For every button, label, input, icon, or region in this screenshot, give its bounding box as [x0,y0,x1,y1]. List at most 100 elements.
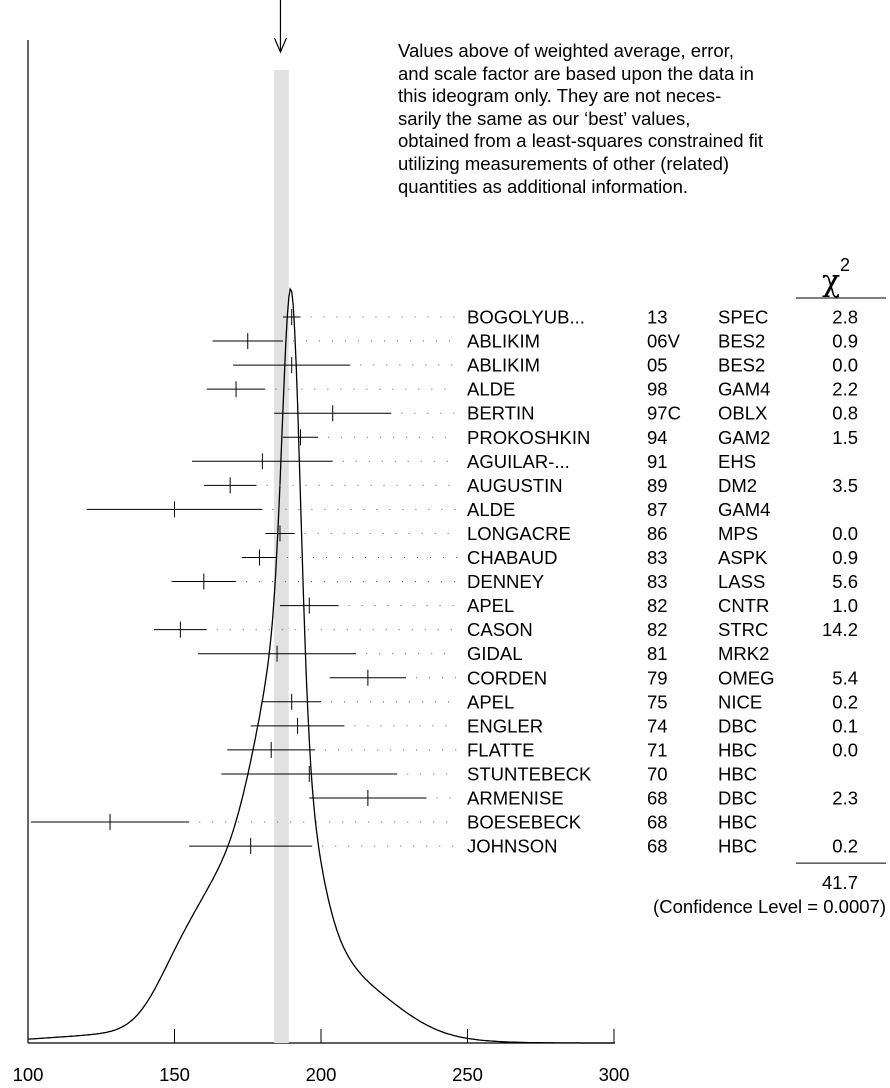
chi2-value: 1.0 [832,595,858,616]
technique-label: CNTR [718,595,769,616]
technique-label: ASPK [718,547,768,568]
x-tick-label: 150 [159,1064,190,1085]
chi2-value: 14.2 [822,619,858,640]
year-label: 94 [647,427,668,448]
x-tick-label: 300 [599,1064,630,1085]
author-label: APEL [467,691,514,712]
author-label: ARMENISE [467,788,564,809]
technique-label: DM2 [718,475,757,496]
confidence-level: (Confidence Level = 0.0007) [653,896,886,917]
year-label: 86 [647,523,668,544]
technique-label: OMEG [718,667,775,688]
technique-label: DBC [718,715,757,736]
technique-label: HBC [718,739,757,760]
year-label: 05 [647,355,668,376]
technique-label: GAM4 [718,379,770,400]
author-label: LONGACRE [467,523,571,544]
author-label: ALDE [467,499,515,520]
explanatory-note: Values above of weighted average, error,… [398,40,764,197]
author-label: AGUILAR-... [467,451,570,472]
x-tick-label: 100 [13,1064,44,1085]
weighted-average-band [274,70,289,1043]
technique-label: BES2 [718,355,765,376]
author-label: ALDE [467,379,515,400]
year-label: 87 [647,499,668,520]
year-label: 97C [647,403,681,424]
chi2-value: 0.9 [832,331,858,352]
chi2-value: 2.2 [832,379,858,400]
x-tick-label: 200 [306,1064,337,1085]
technique-label: OBLX [718,403,767,424]
author-label: CHABAUD [467,547,557,568]
technique-label: BES2 [718,331,765,352]
chi2-value: 0.0 [832,739,858,760]
year-label: 06V [647,331,681,352]
author-label: BERTIN [467,403,535,424]
author-label: BOESEBECK [467,812,582,833]
year-label: 83 [647,547,668,568]
author-label: ABLIKIM [467,331,540,352]
year-label: 74 [647,715,668,736]
technique-label: HBC [718,836,757,857]
year-label: 71 [647,739,668,760]
chi2-header: χ [822,264,840,299]
year-label: 81 [647,643,668,664]
author-label: STUNTEBECK [467,763,592,784]
year-label: 89 [647,475,668,496]
year-label: 83 [647,571,668,592]
technique-label: MRK2 [718,643,769,664]
year-label: 70 [647,763,668,784]
technique-label: LASS [718,571,765,592]
author-label: CORDEN [467,667,547,688]
technique-label: HBC [718,812,757,833]
author-label: GIDAL [467,643,523,664]
chi2-value: 0.2 [832,836,858,857]
year-label: 98 [647,379,668,400]
year-label: 82 [647,595,668,616]
year-label: 13 [647,307,668,328]
author-label: JOHNSON [467,836,557,857]
technique-label: GAM2 [718,427,770,448]
chi2-value: 5.4 [832,667,858,688]
chi2-value: 0.8 [832,403,858,424]
technique-label: EHS [718,451,756,472]
author-label: PROKOSHKIN [467,427,590,448]
chi2-value: 5.6 [832,571,858,592]
chi2-value: 0.0 [832,523,858,544]
technique-label: GAM4 [718,499,770,520]
technique-label: SPEC [718,307,768,328]
technique-label: DBC [718,788,757,809]
year-label: 91 [647,451,668,472]
author-label: ABLIKIM [467,355,540,376]
year-label: 75 [647,691,668,712]
author-label: CASON [467,619,533,640]
author-label: BOGOLYUB... [467,307,585,328]
chi2-value: 0.9 [832,547,858,568]
year-label: 68 [647,788,668,809]
year-label: 68 [647,836,668,857]
chi2-total: 41.7 [822,872,858,893]
ideogram-curve [27,287,614,1044]
technique-label: NICE [718,691,762,712]
year-label: 82 [647,619,668,640]
x-tick-label: 250 [452,1064,483,1085]
author-label: APEL [467,595,514,616]
chi2-value: 1.5 [832,427,858,448]
author-label: DENNEY [467,571,544,592]
chi2-header-exponent: 2 [840,255,850,275]
technique-label: HBC [718,763,757,784]
technique-label: MPS [718,523,758,544]
average-arrow-head [273,37,287,54]
chi2-value: 2.3 [832,788,858,809]
author-label: AUGUSTIN [467,475,563,496]
chi2-value: 2.8 [832,307,858,328]
year-label: 68 [647,812,668,833]
chi2-value: 0.0 [832,355,858,376]
chi2-value: 0.2 [832,691,858,712]
chi2-value: 0.1 [832,715,858,736]
year-label: 79 [647,667,668,688]
author-label: ENGLER [467,715,543,736]
author-label: FLATTE [467,739,535,760]
chi2-value: 3.5 [832,475,858,496]
